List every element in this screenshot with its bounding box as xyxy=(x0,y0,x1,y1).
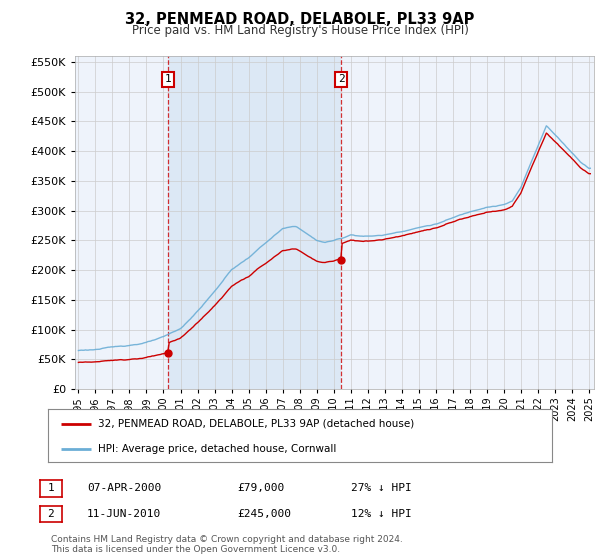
Text: 32, PENMEAD ROAD, DELABOLE, PL33 9AP (detached house): 32, PENMEAD ROAD, DELABOLE, PL33 9AP (de… xyxy=(98,419,415,429)
Text: 1: 1 xyxy=(165,74,172,85)
Bar xyxy=(168,56,341,389)
Text: 07-APR-2000: 07-APR-2000 xyxy=(87,483,161,493)
Text: £79,000: £79,000 xyxy=(237,483,284,493)
Text: £245,000: £245,000 xyxy=(237,509,291,519)
Text: 1: 1 xyxy=(47,483,55,493)
Text: Price paid vs. HM Land Registry's House Price Index (HPI): Price paid vs. HM Land Registry's House … xyxy=(131,24,469,36)
Text: 27% ↓ HPI: 27% ↓ HPI xyxy=(351,483,412,493)
Text: 12% ↓ HPI: 12% ↓ HPI xyxy=(351,509,412,519)
Text: 2: 2 xyxy=(47,509,55,519)
Text: 32, PENMEAD ROAD, DELABOLE, PL33 9AP: 32, PENMEAD ROAD, DELABOLE, PL33 9AP xyxy=(125,12,475,27)
Text: HPI: Average price, detached house, Cornwall: HPI: Average price, detached house, Corn… xyxy=(98,444,337,454)
Text: Contains HM Land Registry data © Crown copyright and database right 2024.
This d: Contains HM Land Registry data © Crown c… xyxy=(51,535,403,554)
Text: 11-JUN-2010: 11-JUN-2010 xyxy=(87,509,161,519)
Text: 2: 2 xyxy=(338,74,344,85)
